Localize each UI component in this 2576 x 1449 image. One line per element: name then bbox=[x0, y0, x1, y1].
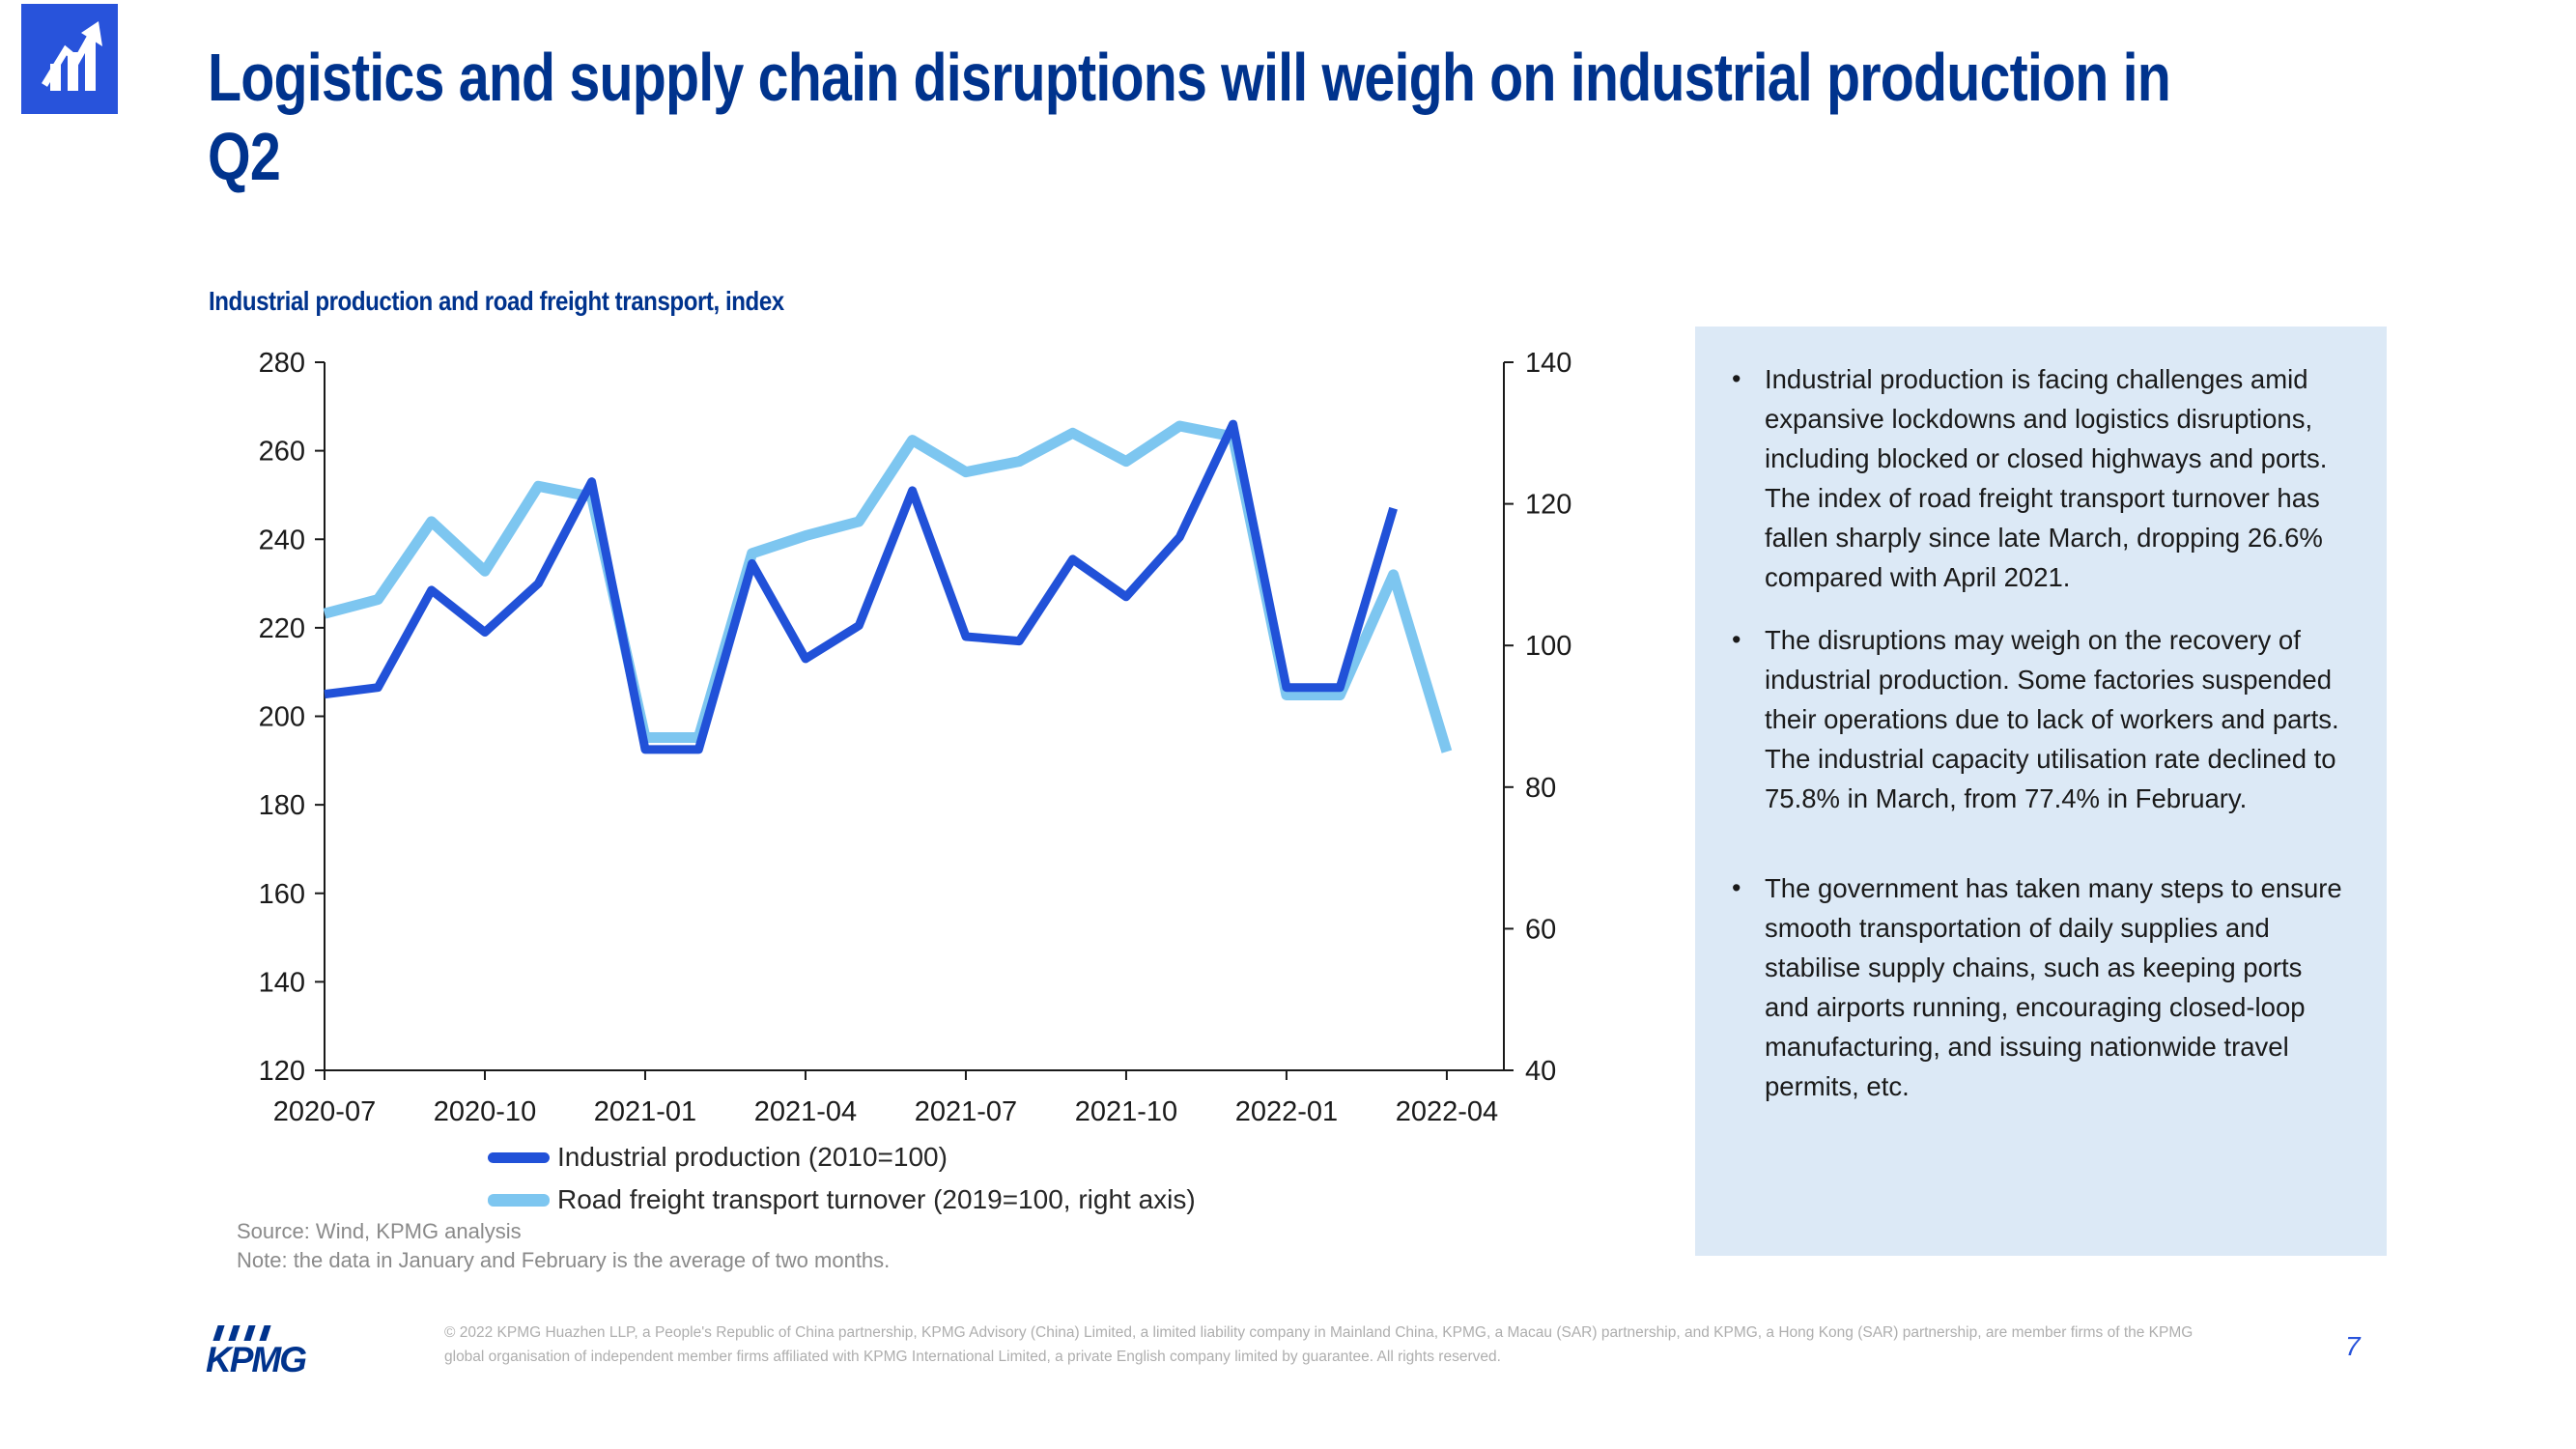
svg-text:2020-07: 2020-07 bbox=[273, 1096, 376, 1127]
page-title: Logistics and supply chain disruptions w… bbox=[208, 40, 2171, 194]
svg-text:120: 120 bbox=[259, 1056, 305, 1087]
svg-text:140: 140 bbox=[1525, 348, 1571, 379]
svg-text:2021-01: 2021-01 bbox=[594, 1096, 696, 1127]
bullet-marker: • bbox=[1732, 873, 1741, 902]
svg-text:200: 200 bbox=[259, 702, 305, 733]
svg-text:2021-04: 2021-04 bbox=[754, 1096, 857, 1127]
svg-text:2022-04: 2022-04 bbox=[1396, 1096, 1498, 1127]
svg-text:260: 260 bbox=[259, 437, 305, 468]
svg-text:40: 40 bbox=[1525, 1056, 1556, 1087]
svg-text:240: 240 bbox=[259, 525, 305, 555]
svg-text:100: 100 bbox=[1525, 631, 1571, 662]
svg-text:160: 160 bbox=[259, 879, 305, 910]
slide-brand-tile bbox=[21, 4, 118, 114]
kpmg-logo-stripes bbox=[212, 1325, 322, 1341]
bullet-text: The government has taken many steps to e… bbox=[1765, 873, 2342, 1101]
bullet-item: • Industrial production is facing challe… bbox=[1732, 359, 2350, 597]
bullet-marker: • bbox=[1732, 364, 1741, 393]
bullet-item: • The disruptions may weigh on the recov… bbox=[1732, 620, 2350, 818]
svg-text:140: 140 bbox=[259, 967, 305, 998]
svg-text:280: 280 bbox=[259, 348, 305, 379]
bullet-text: The disruptions may weigh on the recover… bbox=[1765, 625, 2339, 813]
page-number: 7 bbox=[2345, 1331, 2361, 1361]
legend-item-road-freight: Road freight transport turnover (2019=10… bbox=[488, 1184, 1196, 1215]
bar-chart-rising-arrow-icon bbox=[42, 21, 102, 91]
svg-text:2020-10: 2020-10 bbox=[434, 1096, 536, 1127]
chart-note: Note: the data in January and February i… bbox=[237, 1248, 891, 1272]
road-freight-swatch bbox=[488, 1193, 550, 1207]
legend-item-industrial-production: Industrial production (2010=100) bbox=[488, 1142, 948, 1173]
legend-label: Industrial production (2010=100) bbox=[557, 1142, 948, 1172]
chart-heading: Industrial production and road freight t… bbox=[209, 286, 784, 316]
svg-text:180: 180 bbox=[259, 790, 305, 821]
svg-text:120: 120 bbox=[1525, 490, 1571, 521]
copyright-text: © 2022 KPMG Huazhen LLP, a People's Repu… bbox=[444, 1324, 2194, 1365]
chart-source: Source: Wind, KPMG analysis bbox=[237, 1219, 522, 1243]
industrial-production-swatch bbox=[488, 1151, 550, 1163]
legend-label: Road freight transport turnover (2019=10… bbox=[557, 1184, 1196, 1214]
svg-text:2021-07: 2021-07 bbox=[915, 1096, 1017, 1127]
svg-text:2022-01: 2022-01 bbox=[1235, 1096, 1338, 1127]
bullet-item: • The government has taken many steps to… bbox=[1732, 868, 2350, 1106]
svg-text:220: 220 bbox=[259, 613, 305, 644]
svg-text:2021-10: 2021-10 bbox=[1075, 1096, 1177, 1127]
kpmg-logo-text: KPMG bbox=[206, 1340, 307, 1379]
bullet-marker: • bbox=[1732, 625, 1741, 654]
bullet-text: Industrial production is facing challeng… bbox=[1765, 364, 2328, 592]
commentary-panel: • Industrial production is facing challe… bbox=[1695, 327, 2387, 1256]
kpmg-logo: KPMG bbox=[206, 1325, 322, 1385]
svg-text:80: 80 bbox=[1525, 773, 1556, 804]
svg-text:60: 60 bbox=[1525, 914, 1556, 945]
